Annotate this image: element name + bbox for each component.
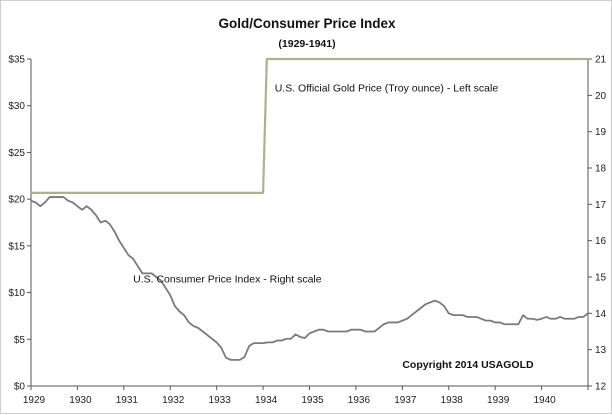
x-tick-label: 1937 [394, 395, 417, 406]
annotation-gold: U.S. Official Gold Price (Troy ounce) - … [275, 83, 499, 95]
left-y-tick-label: $10 [8, 288, 25, 299]
x-tick-label: 1933 [209, 395, 232, 406]
x-tick-label: 1934 [255, 395, 278, 406]
chart-title: Gold/Consumer Price Index [218, 16, 396, 31]
annotation-cpi: U.S. Consumer Price Index - Right scale [133, 273, 322, 285]
annotation-copyright: Copyright 2014 USAGOLD [402, 359, 534, 371]
left-y-tick-label: $0 [14, 382, 26, 393]
cpi-line [30, 196, 589, 361]
x-tick-label: 1940 [533, 395, 556, 406]
right-y-tick-label: 19 [595, 127, 607, 138]
gold-price-line [31, 57, 588, 194]
right-y-tick-label: 12 [595, 382, 607, 393]
x-tick-label: 1931 [116, 395, 139, 406]
left-y-tick-label: $15 [8, 241, 25, 252]
chart-subtitle: (1929-1941) [278, 38, 335, 50]
right-y-tick-label: 17 [595, 200, 607, 211]
x-tick-label: 1930 [69, 395, 92, 406]
x-tick-label: 1932 [162, 395, 185, 406]
plot-area: $0 $5 $10 $15 $20 $25 $30 $35 12 13 14 15 16 17 18 19 20… [8, 55, 606, 407]
left-y-tick-label: $25 [8, 148, 25, 159]
right-y-tick-label: 18 [595, 164, 607, 175]
right-y-tick-label: 21 [595, 55, 607, 66]
x-tick-label: 1936 [348, 395, 371, 406]
x-tick-label: 1939 [487, 395, 510, 406]
x-tick-label: 1929 [23, 395, 46, 406]
right-y-tick-label: 13 [595, 345, 607, 356]
left-y-tick-label: $20 [8, 195, 25, 206]
left-y-tick-label: $5 [14, 335, 26, 346]
x-tick-label: 1935 [301, 395, 324, 406]
right-y-tick-label: 14 [595, 309, 607, 320]
right-y-tick-label: 15 [595, 273, 607, 284]
x-tick-label: 1938 [441, 395, 464, 406]
right-y-tick-label: 16 [595, 236, 607, 247]
left-y-tick-label: $30 [8, 101, 25, 112]
left-y-tick-label: $35 [8, 55, 25, 66]
right-y-tick-label: 20 [595, 91, 607, 102]
